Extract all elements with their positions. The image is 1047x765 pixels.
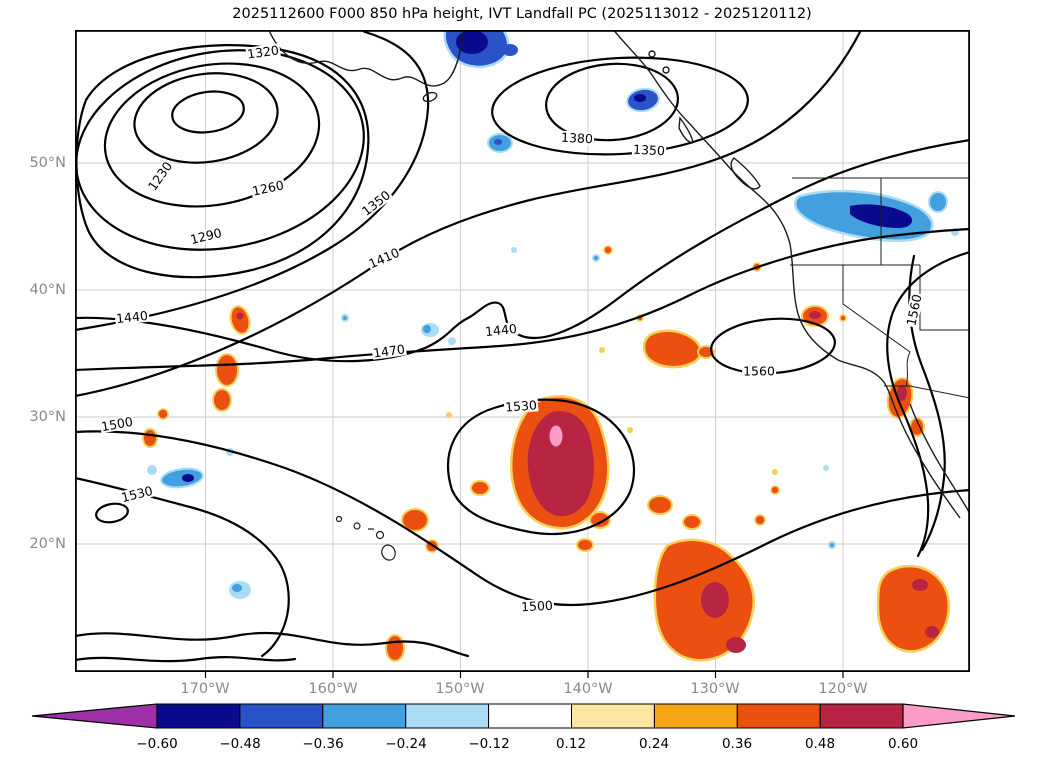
colorbar-segment — [488, 703, 573, 729]
colorbar-tick: 0.48 — [804, 736, 836, 752]
colorbar-segment — [239, 703, 324, 729]
contour-label: 1440 — [114, 307, 150, 327]
plot-frame — [75, 30, 970, 672]
xtick-170w: 170°W — [180, 681, 230, 697]
colorbar-segment — [156, 703, 241, 729]
xtick-130w: 130°W — [690, 681, 740, 697]
colorbar-segment — [653, 703, 738, 729]
colorbar-segment — [819, 703, 904, 729]
positive-anomaly-blobs — [142, 245, 951, 662]
grid-layer — [75, 30, 970, 672]
ytick-20n: 20°N — [29, 536, 66, 552]
colorbar-tick: 0.36 — [721, 736, 753, 752]
coastline-layer — [268, 30, 970, 519]
bottom-ticks — [204, 672, 844, 678]
shading-layer — [142, 30, 959, 662]
borders-layer — [790, 177, 970, 399]
ytick-40n: 40°N — [29, 282, 66, 298]
colorbar-right-arrow — [902, 703, 1016, 729]
ytick-30n: 30°N — [29, 409, 66, 425]
colorbar-tick: 0.12 — [555, 736, 587, 752]
colorbar-segment — [736, 703, 821, 729]
colorbar-left-arrow — [31, 703, 158, 729]
colorbar-tick: −0.60 — [136, 736, 178, 752]
ytick-50n: 50°N — [29, 155, 66, 171]
colorbar — [31, 703, 1016, 729]
hawaii-islands — [335, 515, 396, 561]
map-plot — [75, 30, 970, 672]
contour-label: 1350 — [631, 141, 667, 159]
colorbar-segment — [405, 703, 490, 729]
colorbar-tick: −0.36 — [302, 736, 344, 752]
contour-label: 1560 — [742, 363, 776, 379]
xtick-150w: 150°W — [435, 681, 485, 697]
colorbar-tick: −0.24 — [385, 736, 427, 752]
contours-layer — [75, 30, 970, 663]
colorbar-segment — [322, 703, 407, 729]
xtick-160w: 160°W — [308, 681, 358, 697]
negative-anomaly-blobs — [147, 30, 959, 599]
xtick-140w: 140°W — [563, 681, 613, 697]
colorbar-tick: −0.48 — [219, 736, 261, 752]
contour-label: 1380 — [559, 129, 595, 147]
xtick-120w: 120°W — [818, 681, 868, 697]
contour-label: 1500 — [519, 597, 555, 615]
plot-title: 2025112600 F000 850 hPa height, IVT Land… — [232, 6, 812, 22]
colorbar-tick: 0.24 — [638, 736, 670, 752]
contour-label: 1440 — [483, 320, 519, 340]
contour-label: 1530 — [503, 397, 539, 415]
colorbar-tick: −0.12 — [468, 736, 510, 752]
colorbar-segment — [571, 703, 655, 729]
colorbar-tick: 0.60 — [887, 736, 919, 752]
